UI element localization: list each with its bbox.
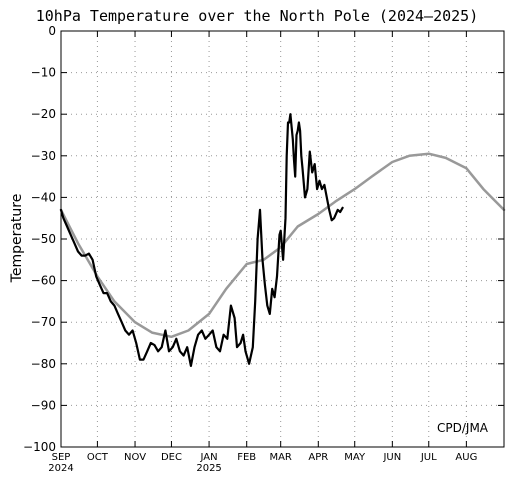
- y-tick-label: 0: [48, 24, 56, 38]
- y-axis-ticks: 0 −10 −20 −30 −40 −50 −60 −70 −80 −90 −100: [23, 24, 504, 454]
- climatology-series-line: [59, 152, 506, 339]
- x-tick-label: AUG: [455, 452, 477, 463]
- x-tick-year: 2024: [48, 463, 73, 474]
- x-tick-label: MAY: [344, 452, 366, 463]
- chart-title: 10hPa Temperature over the North Pole (2…: [36, 7, 479, 25]
- x-tick-year: 2025: [196, 463, 221, 474]
- plot-frame: [60, 30, 505, 448]
- y-tick-label: −20: [31, 107, 56, 121]
- x-tick-label: SEP: [52, 452, 71, 463]
- x-tick-label: APR: [308, 452, 328, 463]
- y-tick-label: −30: [31, 149, 56, 163]
- y-tick-label: −80: [31, 357, 56, 371]
- y-tick-label: −100: [23, 440, 56, 454]
- y-axis-label: Temperature: [9, 194, 25, 284]
- y-tick-label: −50: [31, 232, 56, 246]
- x-tick-label: JAN: [200, 452, 218, 463]
- x-tick-label: OCT: [87, 452, 109, 463]
- y-tick-label: −10: [31, 66, 56, 80]
- temperature-series-line: [59, 113, 344, 367]
- x-tick-label: NOV: [124, 452, 146, 463]
- y-tick-label: −90: [31, 398, 56, 412]
- y-tick-label: −40: [31, 190, 56, 204]
- x-tick-label: FEB: [237, 452, 256, 463]
- grid-lines: [61, 31, 504, 447]
- x-tick-label: JUL: [420, 452, 437, 463]
- series-lines: [59, 113, 506, 367]
- x-tick-label: DEC: [161, 452, 182, 463]
- y-tick-label: −70: [31, 315, 56, 329]
- x-tick-label: MAR: [269, 452, 291, 463]
- credit-annotation: CPD/JMA: [437, 421, 489, 435]
- x-tick-label: JUN: [382, 452, 401, 463]
- y-tick-label: −60: [31, 274, 56, 288]
